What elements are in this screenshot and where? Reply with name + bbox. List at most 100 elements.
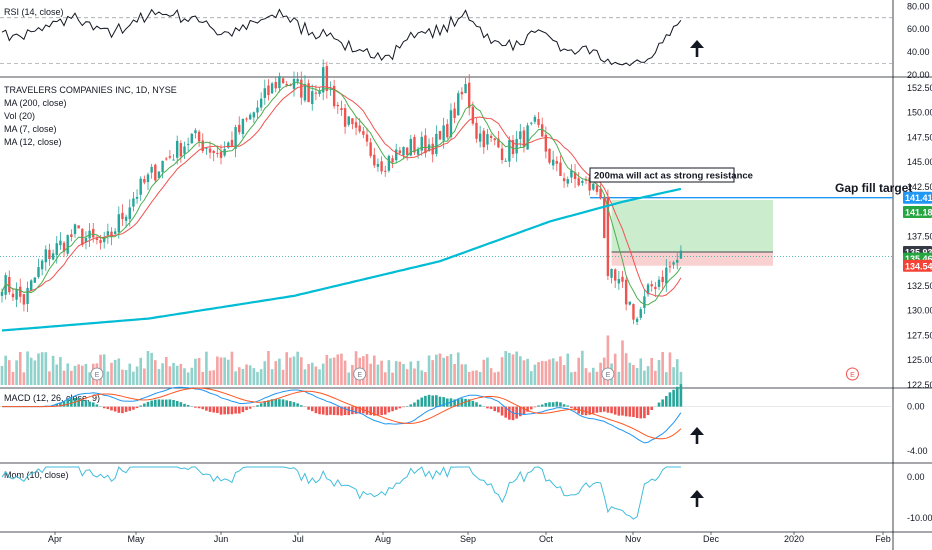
volume-bar bbox=[566, 353, 570, 385]
macd-histogram-bar bbox=[113, 406, 117, 412]
volume-bar bbox=[383, 372, 387, 385]
candle-body bbox=[146, 174, 150, 183]
macd-histogram-bar bbox=[194, 406, 197, 408]
macd-histogram-bar bbox=[383, 406, 387, 415]
volume-bar bbox=[394, 361, 398, 385]
candle-body bbox=[314, 92, 318, 94]
candle-body bbox=[541, 124, 544, 137]
macd-histogram-bar bbox=[212, 406, 215, 413]
candle-body bbox=[566, 179, 569, 184]
candle-body bbox=[588, 177, 591, 191]
macd-histogram-bar bbox=[183, 403, 186, 407]
candle-body bbox=[621, 276, 624, 282]
volume-bar bbox=[154, 360, 157, 385]
volume-bar bbox=[351, 364, 354, 385]
candle-body bbox=[292, 79, 296, 89]
macd-histogram-bar bbox=[77, 397, 80, 407]
price-tick: 130.00 bbox=[907, 306, 932, 316]
volume-bar bbox=[59, 357, 62, 385]
candle-body bbox=[537, 118, 540, 126]
candle-body bbox=[11, 293, 15, 298]
candle-body bbox=[453, 108, 456, 119]
macd-histogram-bar bbox=[624, 406, 628, 417]
volume-bar bbox=[161, 363, 164, 385]
macd-histogram-bar bbox=[354, 406, 358, 414]
candle-body bbox=[676, 259, 679, 263]
macd-histogram-bar bbox=[201, 406, 205, 410]
position-target-zone bbox=[611, 200, 773, 252]
candle-body bbox=[143, 179, 146, 183]
candle-body bbox=[59, 240, 62, 246]
macd-histogram-bar bbox=[230, 406, 234, 415]
volume-bar bbox=[146, 351, 150, 385]
macd-histogram-bar bbox=[588, 406, 591, 415]
macd-histogram-bar bbox=[168, 399, 172, 407]
volume-bar bbox=[442, 357, 445, 385]
macd-histogram-bar bbox=[263, 401, 267, 407]
volume-bar bbox=[347, 372, 351, 385]
macd-histogram-bar bbox=[551, 402, 555, 407]
volume-bar bbox=[405, 369, 409, 385]
volume-bar bbox=[482, 359, 486, 385]
macd-histogram-bar bbox=[526, 406, 529, 412]
candle-body bbox=[95, 238, 99, 241]
macd-histogram-bar bbox=[289, 401, 292, 407]
candle-body bbox=[176, 140, 179, 158]
candle-body bbox=[161, 160, 164, 173]
volume-bar bbox=[106, 371, 110, 385]
candle-body bbox=[113, 231, 117, 234]
candle-body bbox=[369, 142, 372, 156]
volume-bar bbox=[263, 361, 267, 385]
candle-body bbox=[44, 249, 47, 263]
macd-histogram-bar bbox=[548, 402, 551, 407]
legend-vol: Vol (20) bbox=[4, 111, 35, 121]
price-badge-value: 141.41 bbox=[905, 193, 932, 203]
candle-body bbox=[402, 146, 405, 156]
volume-bar bbox=[124, 370, 128, 385]
candle-body bbox=[478, 133, 482, 142]
volume-bar bbox=[289, 357, 292, 385]
volume-bar bbox=[657, 360, 661, 385]
candle-body bbox=[511, 140, 515, 155]
candle-body bbox=[551, 159, 555, 166]
volume-bar bbox=[460, 364, 464, 385]
x-axis-label: May bbox=[127, 534, 145, 544]
candle-body bbox=[639, 309, 642, 318]
symbol-title: TRAVELERS COMPANIES INC, 1D, NYSE bbox=[4, 85, 177, 95]
candle-body bbox=[307, 83, 310, 103]
volume-bar bbox=[248, 365, 252, 385]
macd-tick: 0.00 bbox=[907, 402, 925, 412]
candle-body bbox=[533, 116, 537, 122]
candle-body bbox=[665, 267, 668, 284]
macd-histogram-bar bbox=[81, 398, 84, 407]
candle-body bbox=[413, 136, 416, 153]
macd-histogram-bar bbox=[325, 406, 329, 416]
volume-bar bbox=[88, 372, 91, 385]
earnings-marker-label: E bbox=[95, 372, 100, 379]
candle-body bbox=[343, 108, 347, 127]
macd-histogram-bar bbox=[164, 399, 168, 407]
candle-body bbox=[416, 148, 420, 155]
volume-bar bbox=[577, 357, 580, 385]
volume-bar bbox=[632, 365, 635, 385]
resistance-callout-text: 200ma will act as strong resistance bbox=[594, 171, 753, 182]
macd-histogram-bar bbox=[274, 398, 278, 407]
macd-histogram-bar bbox=[394, 406, 398, 410]
candle-body bbox=[259, 98, 263, 108]
macd-histogram-bar bbox=[296, 403, 299, 407]
candle-body bbox=[347, 116, 350, 125]
macd-histogram-bar bbox=[456, 398, 460, 407]
macd-histogram-bar bbox=[657, 402, 661, 407]
macd-title: MACD (12, 26, close, 9) bbox=[4, 393, 100, 403]
volume-bar bbox=[380, 360, 383, 385]
volume-bar bbox=[650, 357, 653, 385]
candle-body bbox=[267, 85, 270, 96]
up-arrow-head bbox=[690, 427, 704, 435]
macd-histogram-bar bbox=[453, 399, 456, 407]
earnings-marker bbox=[601, 367, 615, 381]
macd-histogram-bar bbox=[668, 392, 672, 407]
earnings-marker bbox=[353, 367, 367, 381]
volume-bar bbox=[26, 351, 29, 385]
volume-bar bbox=[300, 357, 303, 385]
candle-body bbox=[340, 108, 343, 111]
